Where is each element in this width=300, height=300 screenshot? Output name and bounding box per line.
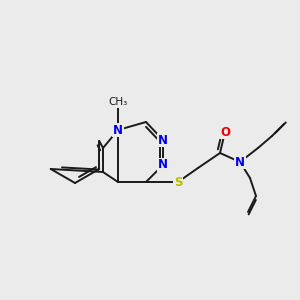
Text: N: N [158,134,168,146]
Text: N: N [113,124,123,136]
Text: O: O [220,125,230,139]
Text: N: N [235,155,245,169]
Text: CH₃: CH₃ [108,97,128,107]
Text: N: N [158,158,168,172]
Text: S: S [174,176,182,188]
